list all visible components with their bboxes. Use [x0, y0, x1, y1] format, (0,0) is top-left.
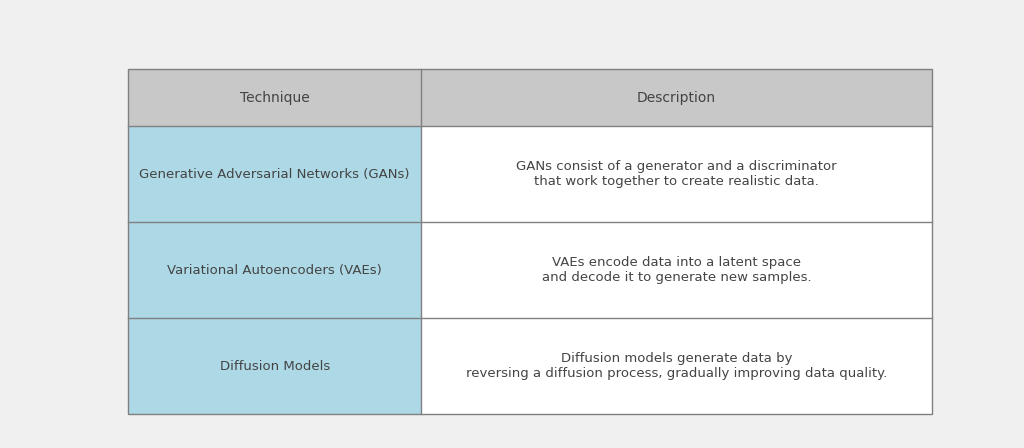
Bar — [128, 126, 422, 222]
Text: Description: Description — [637, 91, 716, 105]
Text: GANs consist of a generator and a discriminator
that work together to create rea: GANs consist of a generator and a discri… — [516, 160, 837, 188]
Text: Diffusion Models: Diffusion Models — [219, 360, 330, 373]
Bar — [128, 69, 932, 414]
Bar — [128, 69, 932, 414]
Bar — [128, 319, 422, 414]
Text: Diffusion models generate data by
reversing a diffusion process, gradually impro: Diffusion models generate data by revers… — [466, 353, 887, 380]
Text: VAEs encode data into a latent space
and decode it to generate new samples.: VAEs encode data into a latent space and… — [542, 256, 811, 284]
Bar — [128, 222, 422, 319]
Text: Generative Adversarial Networks (GANs): Generative Adversarial Networks (GANs) — [139, 168, 410, 181]
Bar — [128, 69, 932, 126]
Text: Variational Autoencoders (VAEs): Variational Autoencoders (VAEs) — [167, 264, 382, 277]
Text: Technique: Technique — [240, 91, 309, 105]
